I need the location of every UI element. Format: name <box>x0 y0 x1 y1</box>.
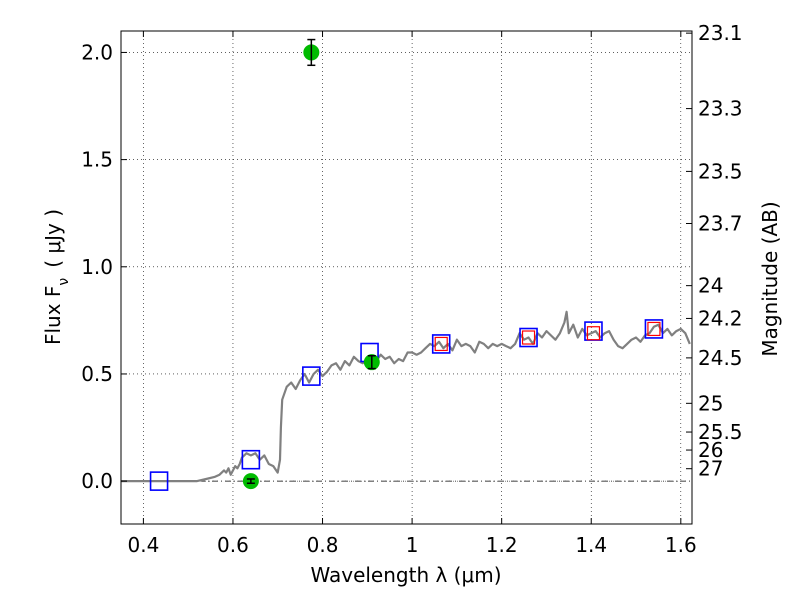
mag-tick-label: 25 <box>698 391 723 415</box>
y-tick-label: 0.5 <box>81 362 113 386</box>
model-point-blue <box>302 366 321 386</box>
mag-tick-label: 25.5 <box>698 420 743 444</box>
x-tick-label: 1 <box>406 533 419 557</box>
axis-ticks: 0.4 0.6 0.8 1 1.2 1.4 1.6 0.0 0.5 1.0 1.5 2.0 23.1 23… <box>81 21 742 557</box>
model-point-blue <box>241 449 261 470</box>
mag-tick-label: 23.5 <box>698 159 743 183</box>
mag-tick-label: 27 <box>698 457 723 481</box>
grid-lines <box>121 31 692 524</box>
mag-tick-label: 24.2 <box>698 306 743 330</box>
plot-frame <box>120 30 693 525</box>
model-point-red <box>647 321 661 337</box>
model-point-red <box>434 336 448 352</box>
model-point-blue <box>644 319 664 339</box>
y-axis-label-subscript: ν <box>56 278 72 286</box>
y-axis-label-unit: ( μJy ) <box>41 209 65 268</box>
y-tick-label: 1.0 <box>81 255 113 279</box>
data-layer <box>121 38 691 491</box>
mag-tick-label: 23.7 <box>698 211 743 235</box>
y-axis-label-main: Flux F <box>41 286 65 345</box>
mag-tick-label: 23.1 <box>698 21 743 45</box>
mag-tick-label: 24 <box>698 274 723 298</box>
model-point-blue <box>149 471 169 491</box>
model-point-red <box>521 330 536 345</box>
y-axis-label: Flux Fν ( μJy ) <box>41 209 72 345</box>
spectrum-line <box>121 310 691 483</box>
x-tick-label: 1.4 <box>575 533 607 557</box>
y-tick-label: 0.0 <box>81 469 113 493</box>
model-point-red <box>586 326 601 341</box>
y-tick-label: 1.5 <box>81 148 113 172</box>
x-tick-label: 1.6 <box>665 533 697 557</box>
x-tick-label: 0.4 <box>127 533 159 557</box>
model-point-blue <box>431 334 451 354</box>
y-tick-label: 2.0 <box>81 40 113 64</box>
y2-axis-label: Magnitude (AB) <box>758 201 782 356</box>
model-point-blue <box>519 327 538 348</box>
mag-tick-label: 23.3 <box>698 97 743 121</box>
x-axis-label: Wavelength λ (μm) <box>310 563 501 587</box>
x-tick-label: 1.2 <box>486 533 518 557</box>
x-tick-label: 0.6 <box>217 533 249 557</box>
x-tick-label: 0.8 <box>307 533 339 557</box>
mag-tick-label: 24.5 <box>698 346 743 370</box>
mag-tick-label: 26 <box>698 438 723 462</box>
